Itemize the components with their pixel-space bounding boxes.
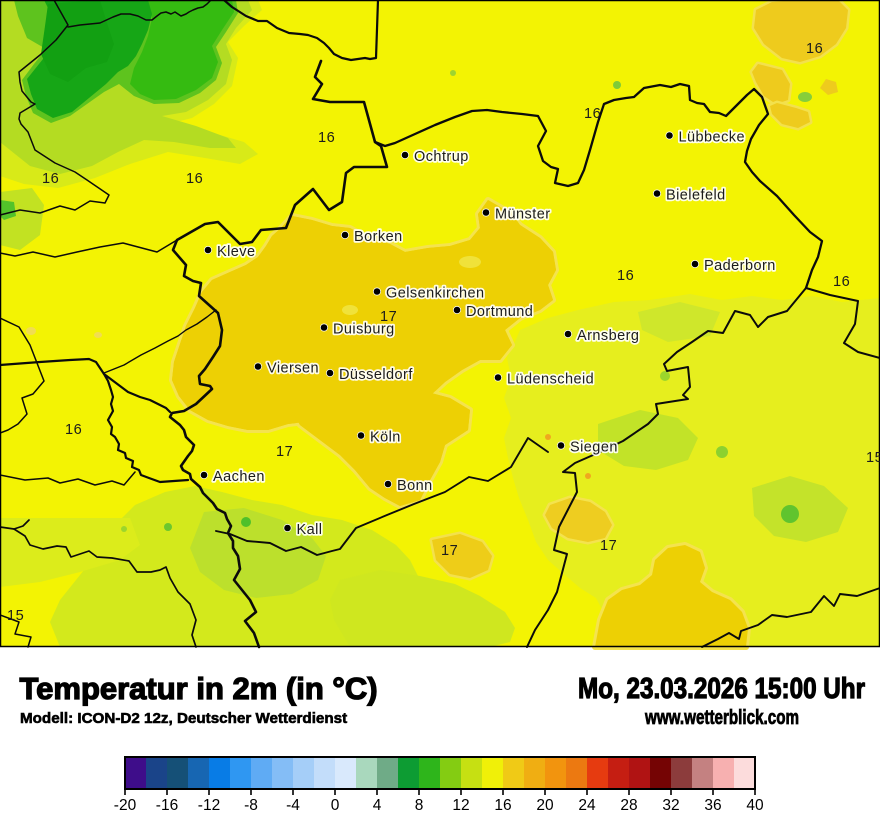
svg-text:Aachen: Aachen [213,469,265,485]
svg-text:20: 20 [536,797,554,814]
svg-text:Kall: Kall [297,522,323,538]
svg-text:0: 0 [331,797,340,814]
svg-text:15: 15 [866,450,880,466]
svg-text:16: 16 [65,422,82,438]
svg-text:-20: -20 [114,797,137,814]
svg-text:4: 4 [373,797,382,814]
svg-text:Paderborn: Paderborn [704,258,776,274]
svg-text:16: 16 [42,171,59,187]
svg-text:16: 16 [186,171,203,187]
svg-text:17: 17 [276,444,293,460]
svg-text:Dortmund: Dortmund [466,304,533,320]
svg-text:Bielefeld: Bielefeld [666,188,726,204]
svg-text:16: 16 [617,268,634,284]
svg-text:Bonn: Bonn [397,478,433,494]
svg-text:Siegen: Siegen [570,440,618,456]
svg-text:32: 32 [662,797,679,814]
svg-text:12: 12 [452,797,469,814]
svg-text:16: 16 [494,797,511,814]
svg-text:24: 24 [578,797,596,814]
svg-text:16: 16 [833,274,850,290]
svg-text:-12: -12 [198,797,220,814]
svg-text:Arnsberg: Arnsberg [577,328,639,344]
svg-text:Ochtrup: Ochtrup [414,149,469,165]
svg-text:17: 17 [380,309,397,325]
svg-text:Gelsenkirchen: Gelsenkirchen [386,286,485,302]
svg-text:Borken: Borken [354,229,403,245]
svg-text:16: 16 [318,130,335,146]
svg-text:16: 16 [806,41,823,57]
svg-text:Düsseldorf: Düsseldorf [339,367,413,383]
svg-text:16: 16 [584,106,601,122]
svg-text:Münster: Münster [495,207,551,223]
svg-text:17: 17 [600,538,617,554]
svg-text:-8: -8 [244,797,258,814]
svg-text:-4: -4 [286,797,300,814]
svg-text:15: 15 [7,608,24,624]
svg-text:40: 40 [746,797,764,814]
svg-text:Lüdenscheid: Lüdenscheid [507,372,594,388]
svg-text:Duisburg: Duisburg [333,322,395,338]
svg-text:28: 28 [620,797,637,814]
svg-text:Viersen: Viersen [267,361,319,377]
svg-text:36: 36 [704,797,721,814]
svg-text:-16: -16 [156,797,178,814]
svg-text:17: 17 [441,543,458,559]
svg-text:Köln: Köln [370,430,401,446]
svg-text:8: 8 [415,797,424,814]
svg-text:Lübbecke: Lübbecke [679,130,746,146]
svg-text:Kleve: Kleve [217,244,256,260]
